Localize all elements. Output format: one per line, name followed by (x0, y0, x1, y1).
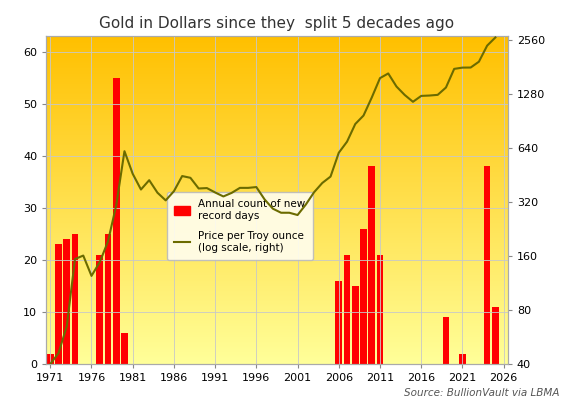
Bar (113, 78, 119, 364)
Bar (344, 255, 350, 364)
Bar (72, 234, 78, 364)
Bar (443, 317, 449, 364)
Bar (104, 234, 111, 364)
Bar (369, 166, 375, 364)
Bar (55, 244, 62, 364)
Text: Source: BullionVault via LBMA: Source: BullionVault via LBMA (404, 388, 560, 398)
Bar (360, 229, 367, 364)
Bar (352, 286, 358, 364)
Bar (459, 354, 466, 364)
Bar (484, 166, 490, 364)
Bar (63, 239, 70, 364)
Bar (335, 281, 342, 364)
Bar (377, 255, 383, 364)
Bar (47, 354, 54, 364)
Bar (96, 255, 103, 364)
Legend: Annual count of new
record days, Price per Troy ounce
(log scale, right): Annual count of new record days, Price p… (167, 192, 313, 260)
Bar (492, 307, 499, 364)
Title: Gold in Dollars since they  split 5 decades ago: Gold in Dollars since they split 5 decad… (99, 16, 455, 31)
Bar (121, 333, 128, 364)
